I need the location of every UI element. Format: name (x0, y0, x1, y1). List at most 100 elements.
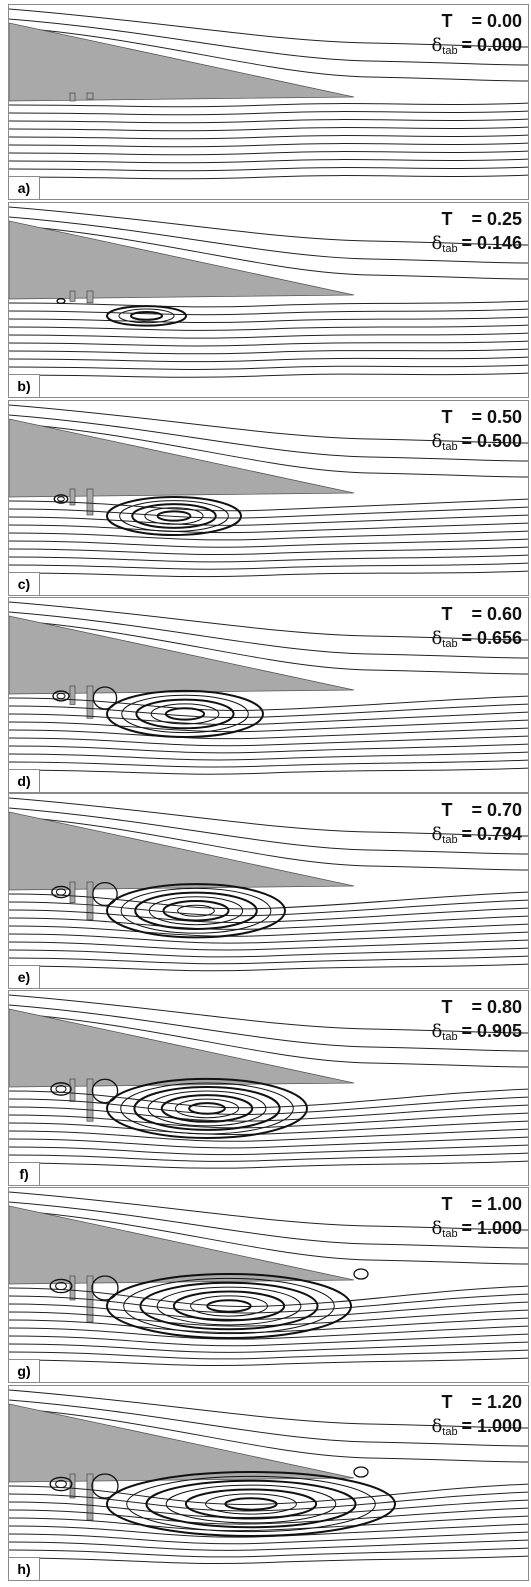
vortex-aft-small (91, 1078, 119, 1104)
streamline (9, 1515, 528, 1532)
streamline (9, 332, 528, 339)
streamline (9, 1120, 528, 1136)
tab-front (69, 92, 76, 102)
time-readout: T = 1.00 (441, 1194, 522, 1215)
airfoil-wedge (9, 220, 355, 300)
streamline (9, 1349, 528, 1360)
gurney-tab (86, 1078, 94, 1122)
lower-streamlines (9, 695, 528, 775)
tab-deflection-readout: δtab = 0.146 (431, 233, 522, 255)
vortex-ring (121, 694, 249, 734)
vortex-ring (135, 698, 235, 730)
flow-panel: T = 1.00 δtab = 1.000 g) (8, 1187, 529, 1383)
tab-deflection-value: = 0.000 (461, 35, 522, 55)
tab-deflection-value: = 1.000 (461, 1416, 522, 1436)
time-readout: T = 0.00 (441, 11, 522, 32)
delta-symbol: δ (431, 1416, 443, 1437)
gurney-tab (86, 92, 94, 100)
streamline (9, 340, 528, 347)
time-value: = 0.60 (471, 604, 522, 624)
delta-subscript: tab (442, 45, 458, 57)
vortex-aft-small (92, 686, 118, 710)
streamline (9, 414, 528, 462)
vortex-aft-small (91, 1275, 119, 1301)
tab-deflection-readout: δtab = 1.000 (431, 1218, 522, 1240)
airfoil-wedge (9, 22, 355, 102)
lower-streamlines (9, 891, 528, 972)
vortex-ring (133, 1086, 281, 1131)
streamline (9, 1491, 528, 1512)
vortex-ring (139, 1281, 319, 1331)
streamline (9, 891, 528, 910)
streamline (9, 1201, 528, 1249)
vortex-ring (106, 689, 265, 738)
vortex-ring (106, 305, 188, 327)
streamline (9, 1341, 528, 1353)
streamline (9, 735, 528, 747)
streamline (9, 1357, 528, 1367)
panel-label: h) (9, 1557, 40, 1580)
time-readout: T = 0.50 (441, 407, 522, 428)
streamline (9, 1483, 528, 1505)
streamline (9, 206, 528, 246)
vortex-ring (123, 1277, 335, 1335)
time-symbol: T (441, 997, 453, 1017)
vortex-front-inner (56, 692, 66, 700)
vortex-ring (156, 510, 192, 522)
time-readout: T = 0.25 (441, 209, 522, 230)
streamline (9, 8, 528, 48)
time-symbol: T (441, 800, 453, 820)
panel-label: g) (9, 1359, 40, 1382)
streamline (9, 224, 528, 280)
time-value: = 0.80 (471, 997, 522, 1017)
delta-subscript: tab (442, 243, 458, 255)
tab-deflection-readout: δtab = 1.000 (431, 1416, 522, 1438)
streamline (9, 1004, 528, 1052)
vortex-ring (156, 1286, 302, 1326)
streamline (9, 1088, 528, 1109)
vortex-ring (174, 1098, 240, 1119)
vortex-group (53, 494, 243, 536)
vortex-ring (164, 707, 206, 721)
streamline (9, 150, 528, 156)
vortex-trailing (353, 1466, 369, 1478)
streamline (9, 1555, 528, 1565)
streamline (9, 711, 528, 726)
time-value: = 0.70 (471, 800, 522, 820)
time-value: = 0.25 (471, 209, 522, 229)
vortex-ring (165, 1484, 337, 1524)
time-readout: T = 0.80 (441, 997, 522, 1018)
vortex-ring (172, 1290, 286, 1322)
streamline (9, 142, 528, 148)
delta-subscript: tab (442, 441, 458, 453)
vortex-aft-small (92, 881, 118, 907)
streamline (9, 554, 528, 563)
streamline (9, 514, 528, 526)
upper-streamlines (9, 8, 528, 82)
streamline (9, 308, 528, 316)
streamline (9, 797, 528, 837)
upper-streamlines (9, 1191, 528, 1265)
streamline (9, 947, 528, 958)
streamline (9, 506, 528, 519)
flow-panel: T = 1.20 δtab = 1.000 h) (8, 1385, 529, 1581)
delta-subscript: tab (442, 1228, 458, 1240)
vortex-ring (184, 1488, 318, 1520)
delta-subscript: tab (442, 638, 458, 650)
streamline (9, 300, 528, 308)
vortex-ring (206, 1299, 252, 1313)
lower-streamlines (9, 1483, 528, 1565)
vortex-ring (177, 904, 215, 917)
time-readout: T = 1.20 (441, 1392, 522, 1413)
streamline (9, 1507, 528, 1525)
streamline (9, 1389, 528, 1429)
tab-deflection-readout: δtab = 0.905 (431, 1021, 522, 1043)
tab-deflection-readout: δtab = 0.794 (431, 824, 522, 846)
panel-label: e) (9, 965, 40, 988)
streamline (9, 174, 528, 180)
vortex-ring (162, 900, 230, 922)
vortex-front-inner (55, 1085, 67, 1093)
streamline (9, 1144, 528, 1156)
streamline (9, 807, 528, 855)
